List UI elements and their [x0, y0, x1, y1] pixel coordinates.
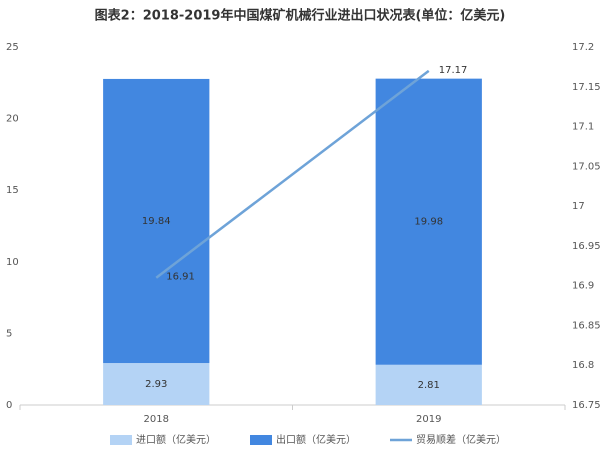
- y2-tick-label: 17.1: [572, 122, 594, 133]
- y2-tick-label: 16.85: [572, 320, 600, 331]
- legend-label: 贸易顺差（亿美元）: [416, 433, 506, 446]
- y-tick-label: 25: [6, 42, 19, 53]
- y-tick-label: 15: [6, 185, 19, 196]
- legend-swatch: [110, 435, 132, 445]
- chart-title: 图表2：2018-2019年中国煤矿机械行业进出口状况表(单位：亿美元): [95, 8, 506, 24]
- y-tick-label: 0: [6, 400, 12, 411]
- y2-tick-label: 17: [572, 201, 585, 212]
- legend-label: 进口额（亿美元）: [136, 433, 216, 446]
- y2-tick-label: 16.8: [572, 360, 594, 371]
- x-tick-label: 2018: [144, 414, 169, 425]
- bar: [103, 363, 210, 405]
- y2-tick-label: 16.95: [572, 241, 600, 252]
- data-label: 2.93: [145, 379, 167, 390]
- x-tick-label: 2019: [416, 414, 441, 425]
- bar: [375, 364, 482, 405]
- data-label: 19.84: [142, 216, 171, 227]
- y2-tick-label: 16.75: [572, 400, 600, 411]
- y-tick-label: 5: [6, 328, 12, 339]
- bar: [375, 78, 482, 365]
- y-tick-label: 10: [6, 257, 19, 268]
- legend-label: 出口额（亿美元）: [276, 433, 356, 446]
- y2-tick-label: 17.15: [572, 82, 600, 93]
- y2-tick-label: 17.05: [572, 161, 600, 172]
- line-label: 16.91: [166, 272, 195, 283]
- legend-swatch: [250, 435, 272, 445]
- data-label: 2.81: [418, 380, 440, 391]
- bar: [103, 78, 210, 364]
- y-tick-label: 20: [6, 114, 19, 125]
- y2-tick-label: 16.9: [572, 281, 594, 292]
- line: [155, 69, 430, 279]
- y2-tick-label: 17.2: [572, 42, 594, 53]
- data-label: 19.98: [414, 217, 443, 228]
- line-label: 17.17: [439, 65, 468, 76]
